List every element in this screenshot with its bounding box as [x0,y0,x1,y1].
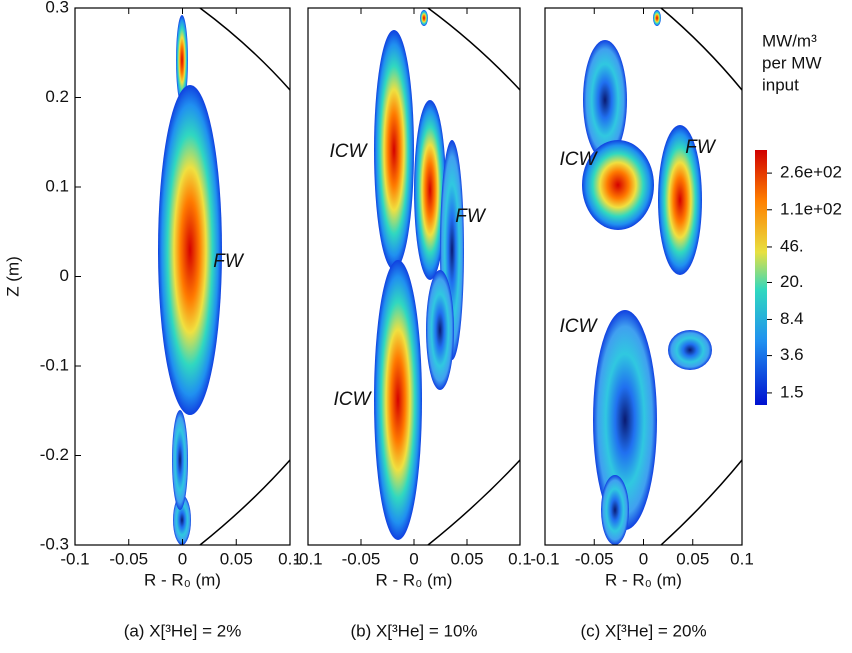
caption: (c) X[³He] = 20% [580,621,706,640]
caption: (b) X[³He] = 10% [350,621,477,640]
x-tick-label: -0.05 [575,549,614,568]
y-tick-label: 0.3 [45,0,69,16]
x-tick-label: -0.05 [109,549,148,568]
annotation: ICW [560,149,599,170]
x-tick-label: 0 [409,549,418,568]
x-tick-label: 0.1 [508,549,532,568]
x-tick-label: 0 [639,549,648,568]
annotation: FW [455,206,487,227]
annotation: ICW [330,141,369,162]
annotation: FW [213,251,245,272]
x-tick-label: -0.05 [342,549,381,568]
y-axis-label: Z (m) [3,256,22,297]
x-tick-label: 0 [178,549,187,568]
y-tick-label: 0.2 [45,87,69,106]
colorbar-label: 8.4 [780,309,804,328]
colorbar-label: 2.6e+02 [780,163,842,182]
colorbar-label: 1.1e+02 [780,199,842,218]
colorbar-label: 1.5 [780,382,804,401]
boundary [427,7,521,546]
colorbar-title: input [762,75,799,94]
x-tick-label: -0.1 [293,549,322,568]
boundary [199,7,291,546]
y-tick-label: -0.1 [40,355,69,374]
contours-a [158,15,222,545]
y-tick-label: 0 [60,266,69,285]
x-tick-label: -0.1 [60,549,89,568]
x-tick-label: 0.1 [730,549,754,568]
annotation: ICW [334,389,373,410]
x-tick-label: 0.05 [676,549,709,568]
contours-c [582,10,712,545]
x-axis-label: R - R₀ (m) [376,570,453,589]
contours-b [374,10,464,540]
x-tick-label: 0.1 [278,549,302,568]
x-tick-label: 0.05 [220,549,253,568]
x-axis-label: R - R₀ (m) [144,570,221,589]
colorbar-label: 3.6 [780,345,804,364]
annotation: FW [685,137,717,158]
caption: (a) X[³He] = 2% [124,621,242,640]
x-tick-label: 0.05 [450,549,483,568]
colorbar-label: 20. [780,272,804,291]
y-tick-label: -0.2 [40,445,69,464]
colorbar-label: 46. [780,236,804,255]
colorbar-title: per MW [762,53,822,72]
colorbar [755,150,767,405]
colorbar-title: MW/m³ [762,31,817,50]
y-tick-label: 0.1 [45,176,69,195]
annotation: ICW [560,316,599,337]
boundary [660,7,743,546]
x-axis-label: R - R₀ (m) [605,570,682,589]
x-tick-label: -0.1 [530,549,559,568]
y-tick-label: -0.3 [40,534,69,553]
